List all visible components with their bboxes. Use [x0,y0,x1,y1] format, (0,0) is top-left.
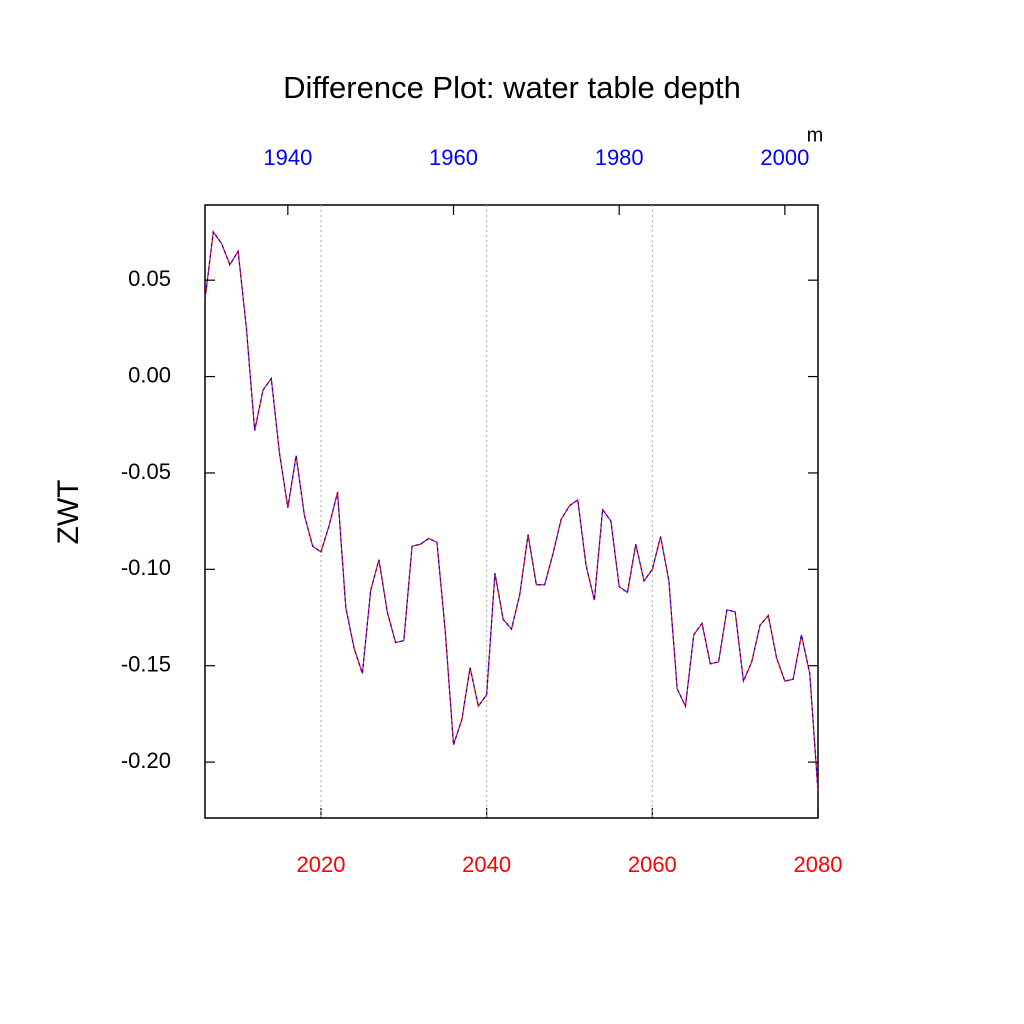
data-line [204,230,819,792]
x-tick-label: 2060 [628,852,677,877]
x2-tick-label: 1980 [595,145,644,170]
x-tick-label: 2040 [462,852,511,877]
data-line-dashed [204,230,819,792]
y-tick-label: 0.00 [128,362,171,387]
y-tick-label: -0.05 [121,459,171,484]
x2-tick-label: 1940 [263,145,312,170]
y-tick-label: 0.05 [128,266,171,291]
units-label: m [807,124,824,146]
x-tick-label: 2080 [794,852,843,877]
chart-title: Difference Plot: water table depth [283,70,741,105]
x2-tick-label: 1960 [429,145,478,170]
y-tick-label: -0.15 [121,652,171,677]
y-axis-label: ZWT [52,480,85,545]
x-tick-label: 2020 [296,852,345,877]
y-tick-label: -0.20 [121,748,171,773]
y-tick-label: -0.10 [121,555,171,580]
plot-frame [204,204,819,819]
x2-tick-label: 2000 [760,145,809,170]
